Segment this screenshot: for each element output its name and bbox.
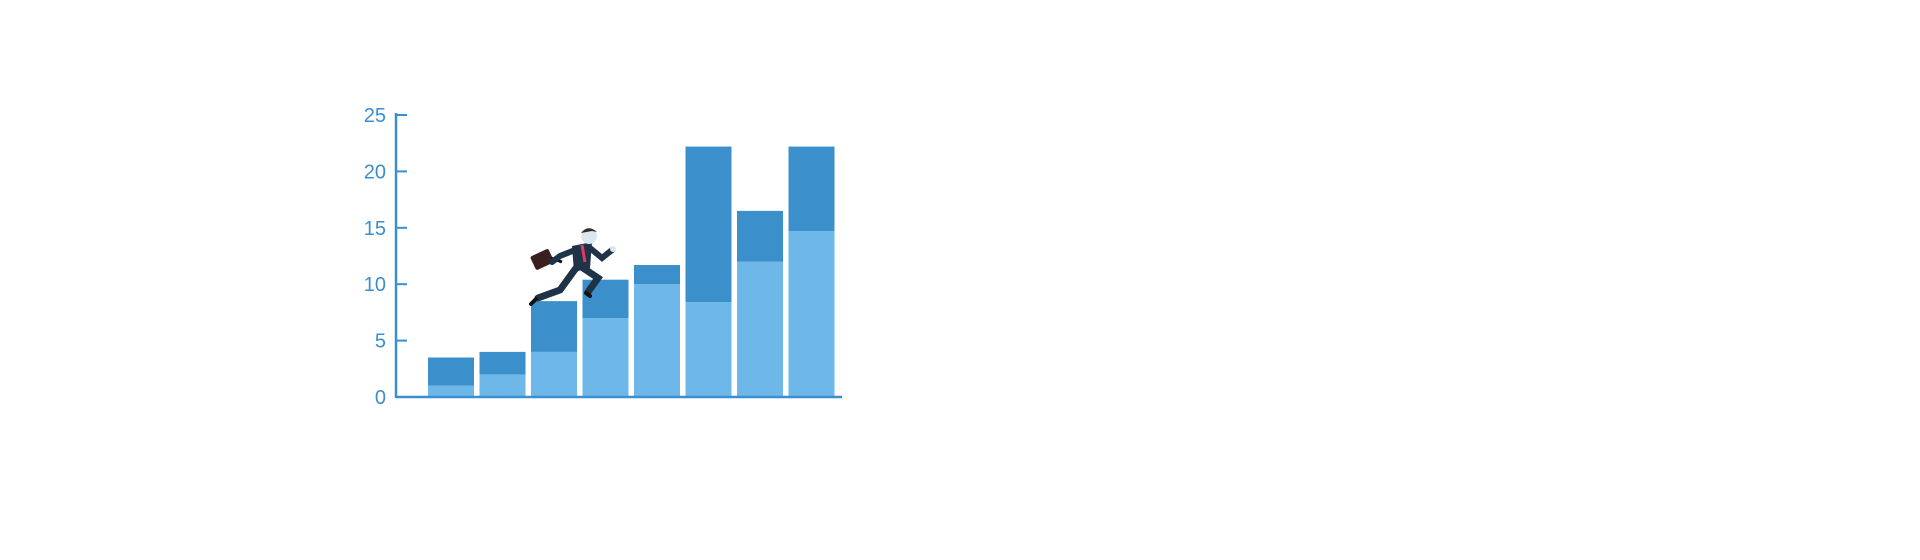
bar-segment-3-series-2 bbox=[531, 301, 577, 352]
bar-segment-2-series-1 bbox=[479, 374, 526, 397]
axes-group: 0 5 10 15 20 25 bbox=[364, 105, 842, 409]
bar-segment-2-series-2 bbox=[479, 351, 526, 375]
bar-segment-1-series-2 bbox=[428, 357, 474, 386]
bar-segment-7-series-1 bbox=[737, 261, 783, 397]
bar-segment-6-series-2 bbox=[685, 146, 732, 303]
bar-segment-8-series-1 bbox=[788, 231, 835, 397]
y-tick-label-15: 15 bbox=[364, 218, 386, 240]
y-tick-label-0: 0 bbox=[375, 387, 386, 409]
bars-group bbox=[428, 146, 835, 397]
bar-segment-4-series-1 bbox=[582, 318, 629, 397]
bar-segment-8-series-2 bbox=[788, 146, 835, 232]
y-tick-label-5: 5 bbox=[375, 331, 386, 353]
bar-segment-1-series-1 bbox=[428, 385, 474, 397]
bar-segment-5-series-2 bbox=[634, 265, 680, 285]
bar-segment-6-series-1 bbox=[685, 302, 732, 397]
y-tick-label-10: 10 bbox=[364, 274, 386, 296]
running-businessman-with-briefcase-icon bbox=[529, 228, 616, 306]
y-tick-label-20: 20 bbox=[364, 161, 386, 183]
bar-segment-3-series-1 bbox=[531, 351, 577, 397]
bar-segment-5-series-1 bbox=[634, 284, 680, 397]
bar-segment-7-series-2 bbox=[737, 210, 783, 262]
y-tick-label-25: 25 bbox=[364, 105, 386, 127]
